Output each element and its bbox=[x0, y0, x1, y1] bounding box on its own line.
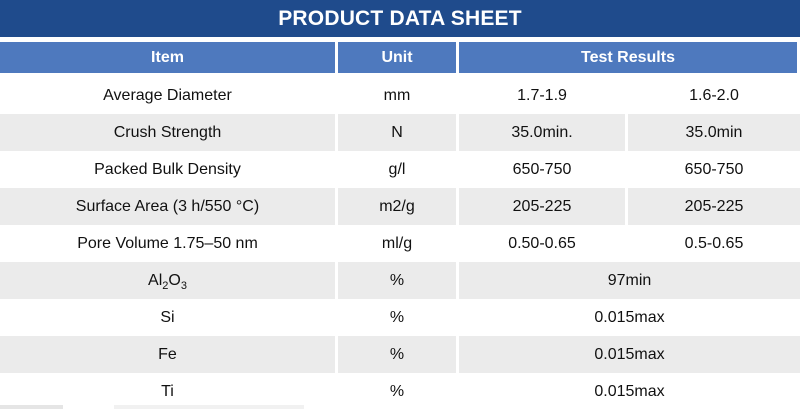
result-cell: 35.0min bbox=[628, 114, 800, 151]
result-cell-merged: 0.015max bbox=[594, 308, 665, 326]
item-cell: Si bbox=[160, 308, 175, 326]
table-row: Si % 0.015max bbox=[0, 299, 800, 336]
item-cell: Packed Bulk Density bbox=[94, 160, 241, 178]
unit-cell: % bbox=[389, 382, 405, 400]
result-cell: 35.0min. bbox=[459, 114, 625, 151]
result-cell-merged: 97min bbox=[459, 262, 800, 299]
table-row: Average Diameter mm 1.7-1.9 1.6-2.0 bbox=[0, 77, 800, 114]
result-cell: 0.50-0.65 bbox=[508, 234, 576, 252]
header-test-results: Test Results bbox=[459, 42, 800, 73]
table-row: Crush Strength N 35.0min. 35.0min bbox=[0, 114, 800, 151]
unit-cell: % bbox=[389, 308, 405, 326]
header-item: Item bbox=[0, 42, 335, 73]
item-cell: Crush Strength bbox=[0, 114, 335, 151]
result-cell: 205-225 bbox=[459, 188, 625, 225]
result-cell: 0.5-0.65 bbox=[684, 234, 744, 252]
result-cell-merged: 0.015max bbox=[459, 336, 800, 373]
table-row: Surface Area (3 h/550 °C) m2/g 205-225 2… bbox=[0, 188, 800, 225]
partial-cropped-element bbox=[114, 405, 304, 409]
item-cell-formula: Al2O3 bbox=[0, 262, 335, 299]
unit-cell: ml/g bbox=[381, 234, 413, 252]
header-unit: Unit bbox=[338, 42, 456, 73]
page-title: PRODUCT DATA SHEET bbox=[278, 6, 522, 30]
unit-cell: g/l bbox=[388, 160, 406, 178]
result-cell: 650-750 bbox=[512, 160, 572, 178]
item-cell: Surface Area (3 h/550 °C) bbox=[0, 188, 335, 225]
title-bar: PRODUCT DATA SHEET bbox=[0, 0, 800, 37]
unit-cell: mm bbox=[383, 86, 411, 104]
item-cell: Average Diameter bbox=[103, 86, 232, 104]
table-row: Ti % 0.015max bbox=[0, 373, 800, 410]
result-cell: 1.6-2.0 bbox=[689, 86, 739, 104]
result-cell: 205-225 bbox=[628, 188, 800, 225]
partial-cropped-element bbox=[0, 405, 63, 409]
table-row: Fe % 0.015max bbox=[0, 336, 800, 373]
item-cell: Ti bbox=[161, 382, 174, 400]
result-cell: 650-750 bbox=[684, 160, 744, 178]
divider bbox=[0, 73, 800, 77]
table-row: Pore Volume 1.75–50 nm ml/g 0.50-0.65 0.… bbox=[0, 225, 800, 262]
table-row: Packed Bulk Density g/l 650-750 650-750 bbox=[0, 151, 800, 188]
divider bbox=[0, 37, 800, 42]
formula-al2o3: Al2O3 bbox=[148, 271, 187, 292]
unit-cell: % bbox=[338, 262, 456, 299]
item-cell: Pore Volume 1.75–50 nm bbox=[77, 234, 258, 252]
table-row: Al2O3 % 97min bbox=[0, 262, 800, 299]
unit-cell: m2/g bbox=[338, 188, 456, 225]
unit-cell: % bbox=[338, 336, 456, 373]
table-header-row: Item Unit Test Results bbox=[0, 42, 800, 73]
result-cell: 1.7-1.9 bbox=[517, 86, 567, 104]
unit-cell: N bbox=[338, 114, 456, 151]
item-cell: Fe bbox=[0, 336, 335, 373]
result-cell-merged: 0.015max bbox=[594, 382, 665, 400]
